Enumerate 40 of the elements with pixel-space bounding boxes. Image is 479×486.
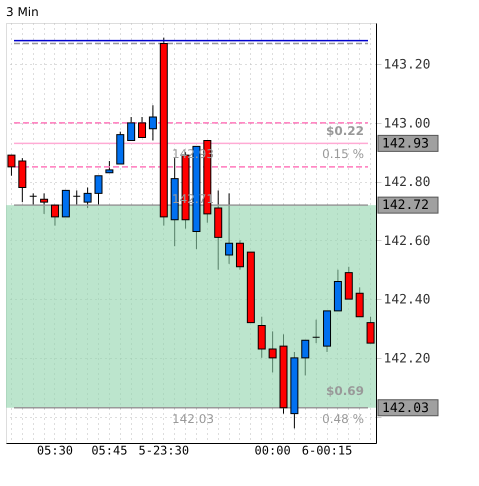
annotation: $0.22 <box>326 124 364 138</box>
annotation: $0.69 <box>326 384 364 398</box>
ref-line-label: 142.03 <box>382 400 429 416</box>
candlestick <box>50 204 59 226</box>
x-tick-label: 00:00 <box>254 444 291 458</box>
y-tick-label: 143.00 <box>384 116 430 132</box>
candlestick <box>138 116 146 138</box>
candlestick <box>94 175 102 206</box>
candlestick <box>40 192 48 214</box>
candlestick <box>72 190 81 206</box>
y-tick-label: 142.60 <box>384 234 430 249</box>
chart-title: 3 Min <box>6 5 39 19</box>
y-tick-label: 142.20 <box>384 351 430 366</box>
annotation: 142.71 <box>172 192 214 206</box>
candlestick <box>127 116 136 141</box>
x-tick-label: 6-00:15 <box>302 444 352 458</box>
candlestick <box>225 192 234 264</box>
annotation: 0.15 % <box>322 147 364 161</box>
x-tick-label: 5-23:30 <box>138 444 190 458</box>
x-tick-label: 05:45 <box>91 444 128 458</box>
y-tick-label: 142.80 <box>384 175 430 190</box>
candlestick <box>148 104 157 141</box>
candlestick <box>268 330 277 374</box>
ref-line-label: 142.72 <box>382 198 429 214</box>
annotation: 142.03 <box>172 412 214 426</box>
candlestick <box>356 286 364 318</box>
candlestick <box>105 160 114 174</box>
annotation: 0.48 % <box>322 412 364 426</box>
annotation: 142.93 <box>172 147 214 161</box>
candlestick <box>301 340 310 376</box>
x-tick-label: 05:30 <box>36 444 74 458</box>
ref-line-label: 142.93 <box>382 136 429 152</box>
candlestick <box>312 319 320 344</box>
candlestick <box>236 240 244 270</box>
candlestick <box>7 154 16 176</box>
y-tick-label: 142.40 <box>384 292 430 308</box>
candlestick <box>84 186 92 209</box>
candlestick <box>29 192 38 206</box>
candlestick <box>258 316 266 358</box>
y-tick-label: 143.20 <box>384 58 430 73</box>
